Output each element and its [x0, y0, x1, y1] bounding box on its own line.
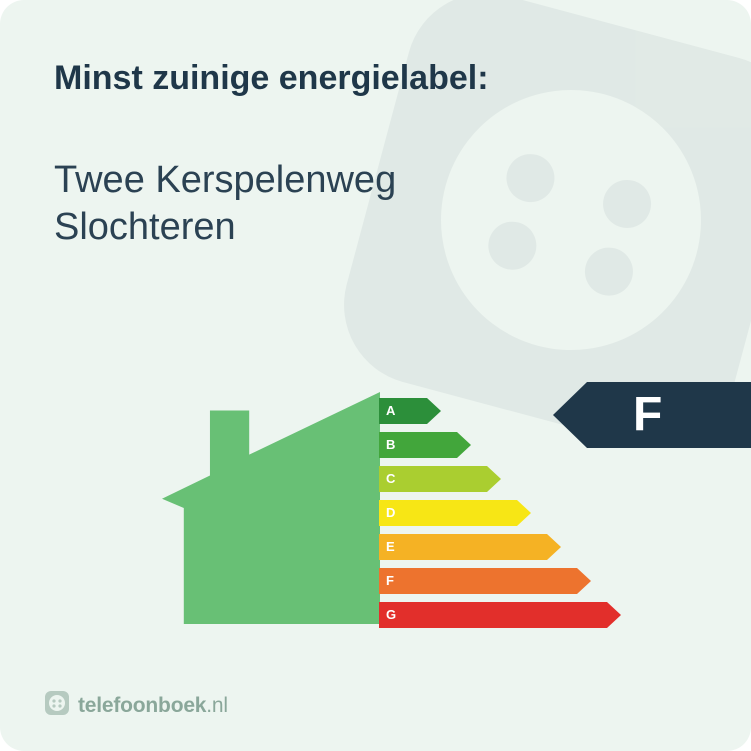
address-line-1: Twee Kerspelenweg: [54, 157, 697, 205]
card-subtitle: Twee Kerspelenweg Slochteren: [54, 157, 697, 252]
rating-indicator: F: [553, 382, 751, 448]
bar-label: D: [386, 500, 395, 526]
content-area: Minst zuinige energielabel: Twee Kerspel…: [0, 0, 751, 252]
bar-label: A: [386, 398, 395, 424]
footer: telefoonboek.nl: [44, 690, 228, 721]
bar-label: C: [386, 466, 395, 492]
bar-label: B: [386, 432, 395, 458]
bar-shape: [379, 500, 531, 526]
bar-shape: [379, 602, 621, 628]
bar-shape: [379, 568, 591, 594]
bar-label: G: [386, 602, 396, 628]
bar-label: E: [386, 534, 395, 560]
footer-brand-name: telefoonboek: [78, 694, 206, 717]
address-line-2: Slochteren: [54, 204, 697, 252]
house-icon: [162, 392, 380, 629]
card-title: Minst zuinige energielabel:: [54, 58, 697, 99]
rating-letter: F: [633, 382, 662, 448]
footer-brand: telefoonboek.nl: [78, 694, 228, 718]
bar-shape: [379, 466, 501, 492]
bar-shape: [379, 534, 561, 560]
bar-label: F: [386, 568, 394, 594]
footer-brand-tld: .nl: [206, 694, 228, 717]
energy-label-card: Minst zuinige energielabel: Twee Kerspel…: [0, 0, 751, 751]
footer-logo-icon: [44, 690, 70, 721]
